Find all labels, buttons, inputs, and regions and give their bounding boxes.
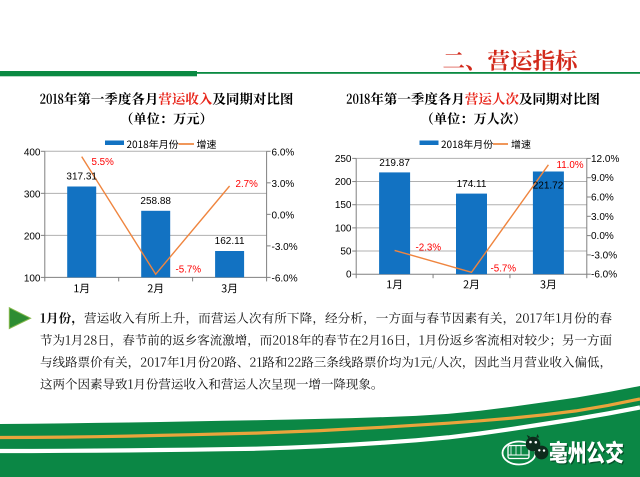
svg-text:219.87: 219.87 xyxy=(379,158,410,169)
svg-text:-6.0%: -6.0% xyxy=(272,273,298,284)
svg-text:-5.7%: -5.7% xyxy=(176,265,202,276)
svg-text:5.5%: 5.5% xyxy=(92,157,115,168)
svg-text:200: 200 xyxy=(335,177,352,188)
svg-text:12.0%: 12.0% xyxy=(591,154,619,165)
svg-text:6.0%: 6.0% xyxy=(591,193,614,204)
svg-text:3.0%: 3.0% xyxy=(272,179,295,190)
svg-text:9.0%: 9.0% xyxy=(591,173,614,184)
svg-text:317.31: 317.31 xyxy=(66,172,97,183)
svg-text:-5.7%: -5.7% xyxy=(491,264,517,275)
svg-text:0: 0 xyxy=(346,270,352,281)
svg-text:6.0%: 6.0% xyxy=(272,147,295,158)
svg-text:2.7%: 2.7% xyxy=(236,179,259,190)
svg-text:174.11: 174.11 xyxy=(457,179,487,190)
svg-text:0.0%: 0.0% xyxy=(591,231,614,242)
svg-text:-6.0%: -6.0% xyxy=(591,270,617,281)
svg-text:-3.0%: -3.0% xyxy=(591,250,617,261)
svg-text:200: 200 xyxy=(24,231,41,242)
svg-text:162.11: 162.11 xyxy=(215,236,245,247)
svg-text:11.0%: 11.0% xyxy=(557,160,584,171)
svg-text:400: 400 xyxy=(24,147,41,158)
svg-text:221.72: 221.72 xyxy=(533,180,564,191)
svg-text:258.88: 258.88 xyxy=(140,196,171,207)
svg-text:100: 100 xyxy=(335,223,352,234)
svg-text:250: 250 xyxy=(335,154,352,165)
svg-text:50: 50 xyxy=(340,247,352,258)
svg-text:100: 100 xyxy=(24,273,41,284)
svg-text:-2.3%: -2.3% xyxy=(416,242,442,253)
svg-text:150: 150 xyxy=(335,200,352,211)
svg-text:-3.0%: -3.0% xyxy=(272,242,298,253)
svg-text:300: 300 xyxy=(24,189,41,200)
svg-text:0.0%: 0.0% xyxy=(272,210,295,221)
svg-text:3.0%: 3.0% xyxy=(591,212,614,223)
